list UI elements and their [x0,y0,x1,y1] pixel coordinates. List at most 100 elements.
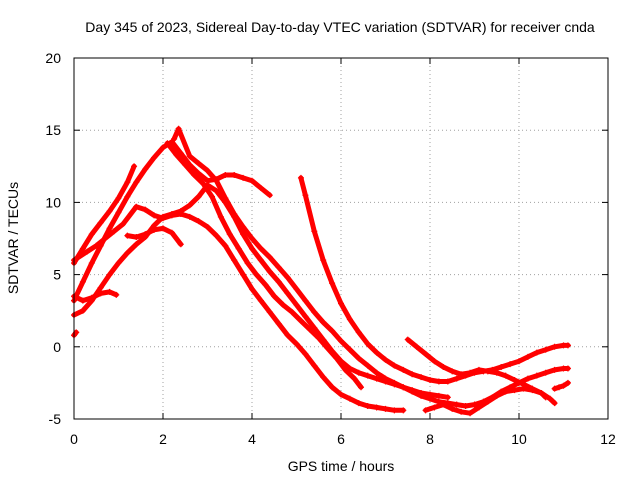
data-point [213,177,220,184]
x-tick-label: 8 [426,431,434,447]
x-tick-label: 10 [511,431,527,447]
x-axis: 0 2 4 6 8 10 12 [70,58,616,447]
data-point [293,340,300,347]
data-point [133,179,140,186]
data-point [373,404,380,411]
series-line [298,175,571,384]
data-point [106,225,113,232]
data-point [422,351,429,358]
data-point [266,254,273,261]
data-point [355,329,362,336]
data-point [115,260,122,267]
data-point [382,356,389,363]
data-point [542,394,549,401]
x-tick-label: 0 [70,431,78,447]
data-point [297,174,304,181]
data-point [306,326,313,333]
data-point [484,398,491,405]
data-point [240,174,247,181]
data-point [311,362,318,369]
data-point [507,361,514,368]
data-point [124,249,131,256]
data-point [249,235,255,242]
data-point [79,307,86,314]
data-point [262,281,269,288]
y-tick-label: 10 [45,194,61,210]
data-point [151,154,158,161]
data-point [346,316,353,323]
data-point [302,313,309,320]
data-point [564,342,571,349]
data-point [79,297,86,304]
data-point [257,184,264,191]
data-point [293,286,300,293]
data-point [195,170,202,177]
data-point [133,203,140,210]
data-point [498,364,505,371]
data-point [484,368,491,375]
x-axis-label: GPS time / hours [288,458,395,474]
data-point [364,362,371,369]
data-point [195,218,202,225]
data-point [435,392,442,399]
data-point [160,144,166,151]
data-point [249,245,255,252]
data-point [88,294,95,301]
data-point [257,297,264,304]
data-point [458,408,465,415]
data-point [168,229,175,236]
x-tick-label: 6 [337,431,345,447]
data-point [358,384,365,391]
data-point [502,388,509,395]
data-point [329,280,336,287]
data-point [280,301,287,308]
data-point [391,379,398,386]
data-point [542,346,549,353]
series-track-6 [171,125,571,410]
x-tick-label: 2 [159,431,167,447]
data-point [547,395,554,402]
data-point [79,245,86,252]
data-point [257,257,264,264]
data-point [551,343,558,350]
data-point [320,374,327,381]
data-point [542,369,549,376]
data-point [231,210,238,217]
data-point [538,390,545,397]
data-point [231,257,238,264]
data-point [311,325,318,332]
data-point [213,232,220,239]
data-point [351,375,358,382]
data-point [373,369,380,376]
data-point [151,212,158,219]
data-point [113,291,120,298]
data-point [97,290,104,297]
data-point [133,234,140,241]
data-point [564,365,571,372]
data-point [142,166,149,173]
data-point [409,371,416,378]
data-point [502,372,509,379]
chart-title: Day 345 of 2023, Sidereal Day-to-day VTE… [85,19,595,35]
data-point [160,225,166,232]
data-point [373,375,380,382]
data-point [97,242,104,249]
data-point [249,177,255,184]
data-point [355,369,362,376]
data-point [271,293,278,300]
data-point [124,232,131,239]
data-point [124,193,131,200]
data-point [266,192,273,199]
data-point [418,392,425,399]
data-point [520,385,527,392]
data-point [338,300,344,307]
data-point [551,400,558,407]
data-point [422,407,429,414]
data-point [333,355,340,362]
data-point [222,171,229,178]
series-track-5 [164,140,365,391]
data-point [88,260,95,267]
data-point [453,401,460,408]
data-point [142,206,149,213]
